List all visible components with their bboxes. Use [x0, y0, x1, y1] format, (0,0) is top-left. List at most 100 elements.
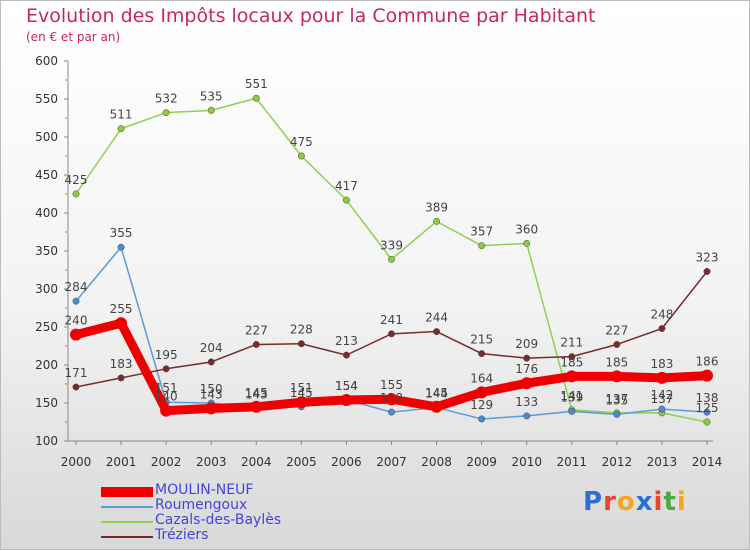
data-label-moulin-neuf: 186 [696, 355, 719, 369]
data-point-moulin-neuf [160, 404, 173, 417]
data-label-treziers: 204 [200, 341, 223, 355]
data-point-treziers [117, 374, 125, 382]
data-point-moulin-neuf [70, 328, 82, 341]
data-label-roumengoux: 138 [380, 391, 403, 405]
data-point-cazals-des-bayles [162, 109, 170, 117]
data-point-treziers [72, 383, 80, 391]
data-point-moulin-neuf [205, 402, 218, 415]
x-tick-label: 2000 [61, 455, 92, 469]
data-label-treziers: 323 [696, 251, 719, 265]
data-label-roumengoux: 135 [605, 393, 628, 407]
data-point-roumengoux [388, 408, 395, 416]
data-point-cazals-des-bayles [297, 152, 305, 160]
data-label-cazals-des-bayles: 339 [380, 238, 403, 252]
data-label-moulin-neuf: 155 [380, 378, 403, 392]
data-label-treziers: 228 [290, 323, 313, 337]
data-point-roumengoux [658, 405, 666, 413]
data-point-moulin-neuf [430, 400, 443, 413]
data-label-cazals-des-bayles: 417 [335, 179, 358, 193]
data-point-cazals-des-bayles [433, 217, 441, 225]
data-label-cazals-des-bayles: 137 [605, 392, 628, 406]
y-tick-label: 100 [35, 434, 58, 448]
data-point-treziers [613, 341, 621, 348]
data-label-cazals-des-bayles: 425 [65, 173, 88, 187]
x-tick-label: 2006 [331, 455, 362, 469]
data-point-treziers [703, 268, 711, 275]
data-label-treziers: 195 [155, 348, 178, 362]
x-tick-label: 2009 [466, 455, 497, 469]
y-tick-label: 600 [35, 54, 58, 68]
x-tick-label: 2013 [647, 455, 678, 469]
data-label-cazals-des-bayles: 475 [290, 135, 313, 149]
data-label-cazals-des-bayles: 137 [650, 392, 673, 406]
data-label-cazals-des-bayles: 511 [110, 108, 133, 122]
data-point-roumengoux [703, 408, 711, 416]
data-point-roumengoux [613, 410, 621, 418]
logo-letter: P [583, 487, 604, 517]
data-point-moulin-neuf [701, 369, 713, 382]
data-label-treziers: 215 [470, 333, 493, 347]
data-label-moulin-neuf: 145 [425, 386, 448, 400]
data-label-treziers: 171 [65, 366, 88, 380]
data-point-moulin-neuf [565, 370, 578, 383]
logo-letter: x [635, 487, 654, 517]
data-label-roumengoux: 144 [425, 387, 448, 401]
data-point-treziers [252, 341, 260, 348]
data-label-roumengoux: 355 [110, 226, 133, 240]
x-tick-label: 2008 [421, 455, 452, 469]
legend-swatch [101, 521, 153, 523]
data-point-moulin-neuf [475, 386, 488, 399]
legend-swatch [101, 506, 153, 508]
y-tick-label: 550 [35, 92, 58, 106]
data-point-roumengoux [568, 407, 576, 415]
data-point-treziers [342, 351, 350, 359]
data-label-cazals-des-bayles: 551 [245, 77, 268, 91]
data-label-roumengoux: 139 [560, 390, 583, 404]
x-tick-label: 2014 [692, 455, 723, 469]
x-tick-label: 2011 [557, 455, 588, 469]
legend-label: Tréziers [155, 527, 209, 543]
data-label-moulin-neuf: 185 [560, 355, 583, 369]
data-point-treziers [207, 358, 215, 366]
data-point-moulin-neuf [295, 396, 308, 409]
data-label-treziers: 209 [515, 337, 538, 351]
data-point-treziers [658, 325, 666, 332]
data-point-roumengoux [117, 243, 125, 251]
data-point-treziers [162, 365, 170, 373]
data-label-moulin-neuf: 255 [110, 302, 133, 316]
x-tick-label: 2004 [241, 455, 272, 469]
data-label-treziers: 213 [335, 334, 358, 348]
logo-letter: i [676, 487, 687, 517]
data-label-roumengoux: 142 [650, 388, 673, 402]
data-label-roumengoux: 154 [335, 379, 358, 393]
data-point-treziers [433, 328, 441, 336]
data-label-treziers: 248 [650, 308, 673, 322]
data-label-roumengoux: 129 [470, 398, 493, 412]
data-point-treziers [297, 340, 305, 348]
data-label-moulin-neuf: 240 [65, 314, 88, 328]
y-tick-label: 300 [35, 282, 58, 296]
data-point-cazals-des-bayles [252, 94, 260, 102]
logo-letter: r [603, 487, 617, 517]
data-point-treziers [523, 354, 531, 362]
data-point-moulin-neuf [340, 393, 353, 406]
data-label-cazals-des-bayles: 535 [200, 89, 223, 103]
data-point-cazals-des-bayles [388, 255, 395, 263]
y-tick-label: 350 [35, 244, 58, 258]
data-point-moulin-neuf [115, 317, 128, 330]
data-label-moulin-neuf: 154 [335, 379, 358, 393]
data-label-roumengoux: 151 [155, 381, 178, 395]
x-tick-label: 2012 [602, 455, 633, 469]
data-label-cazals-des-bayles: 389 [425, 200, 448, 214]
data-label-cazals-des-bayles: 532 [155, 92, 178, 106]
logo-letter: t [663, 487, 677, 517]
data-label-treziers: 241 [380, 313, 403, 327]
legend-swatch [101, 487, 153, 497]
data-label-moulin-neuf: 140 [155, 390, 178, 404]
x-tick-label: 2002 [151, 455, 182, 469]
y-tick-label: 250 [35, 320, 58, 334]
data-point-moulin-neuf [250, 400, 263, 413]
data-point-cazals-des-bayles [703, 418, 711, 426]
